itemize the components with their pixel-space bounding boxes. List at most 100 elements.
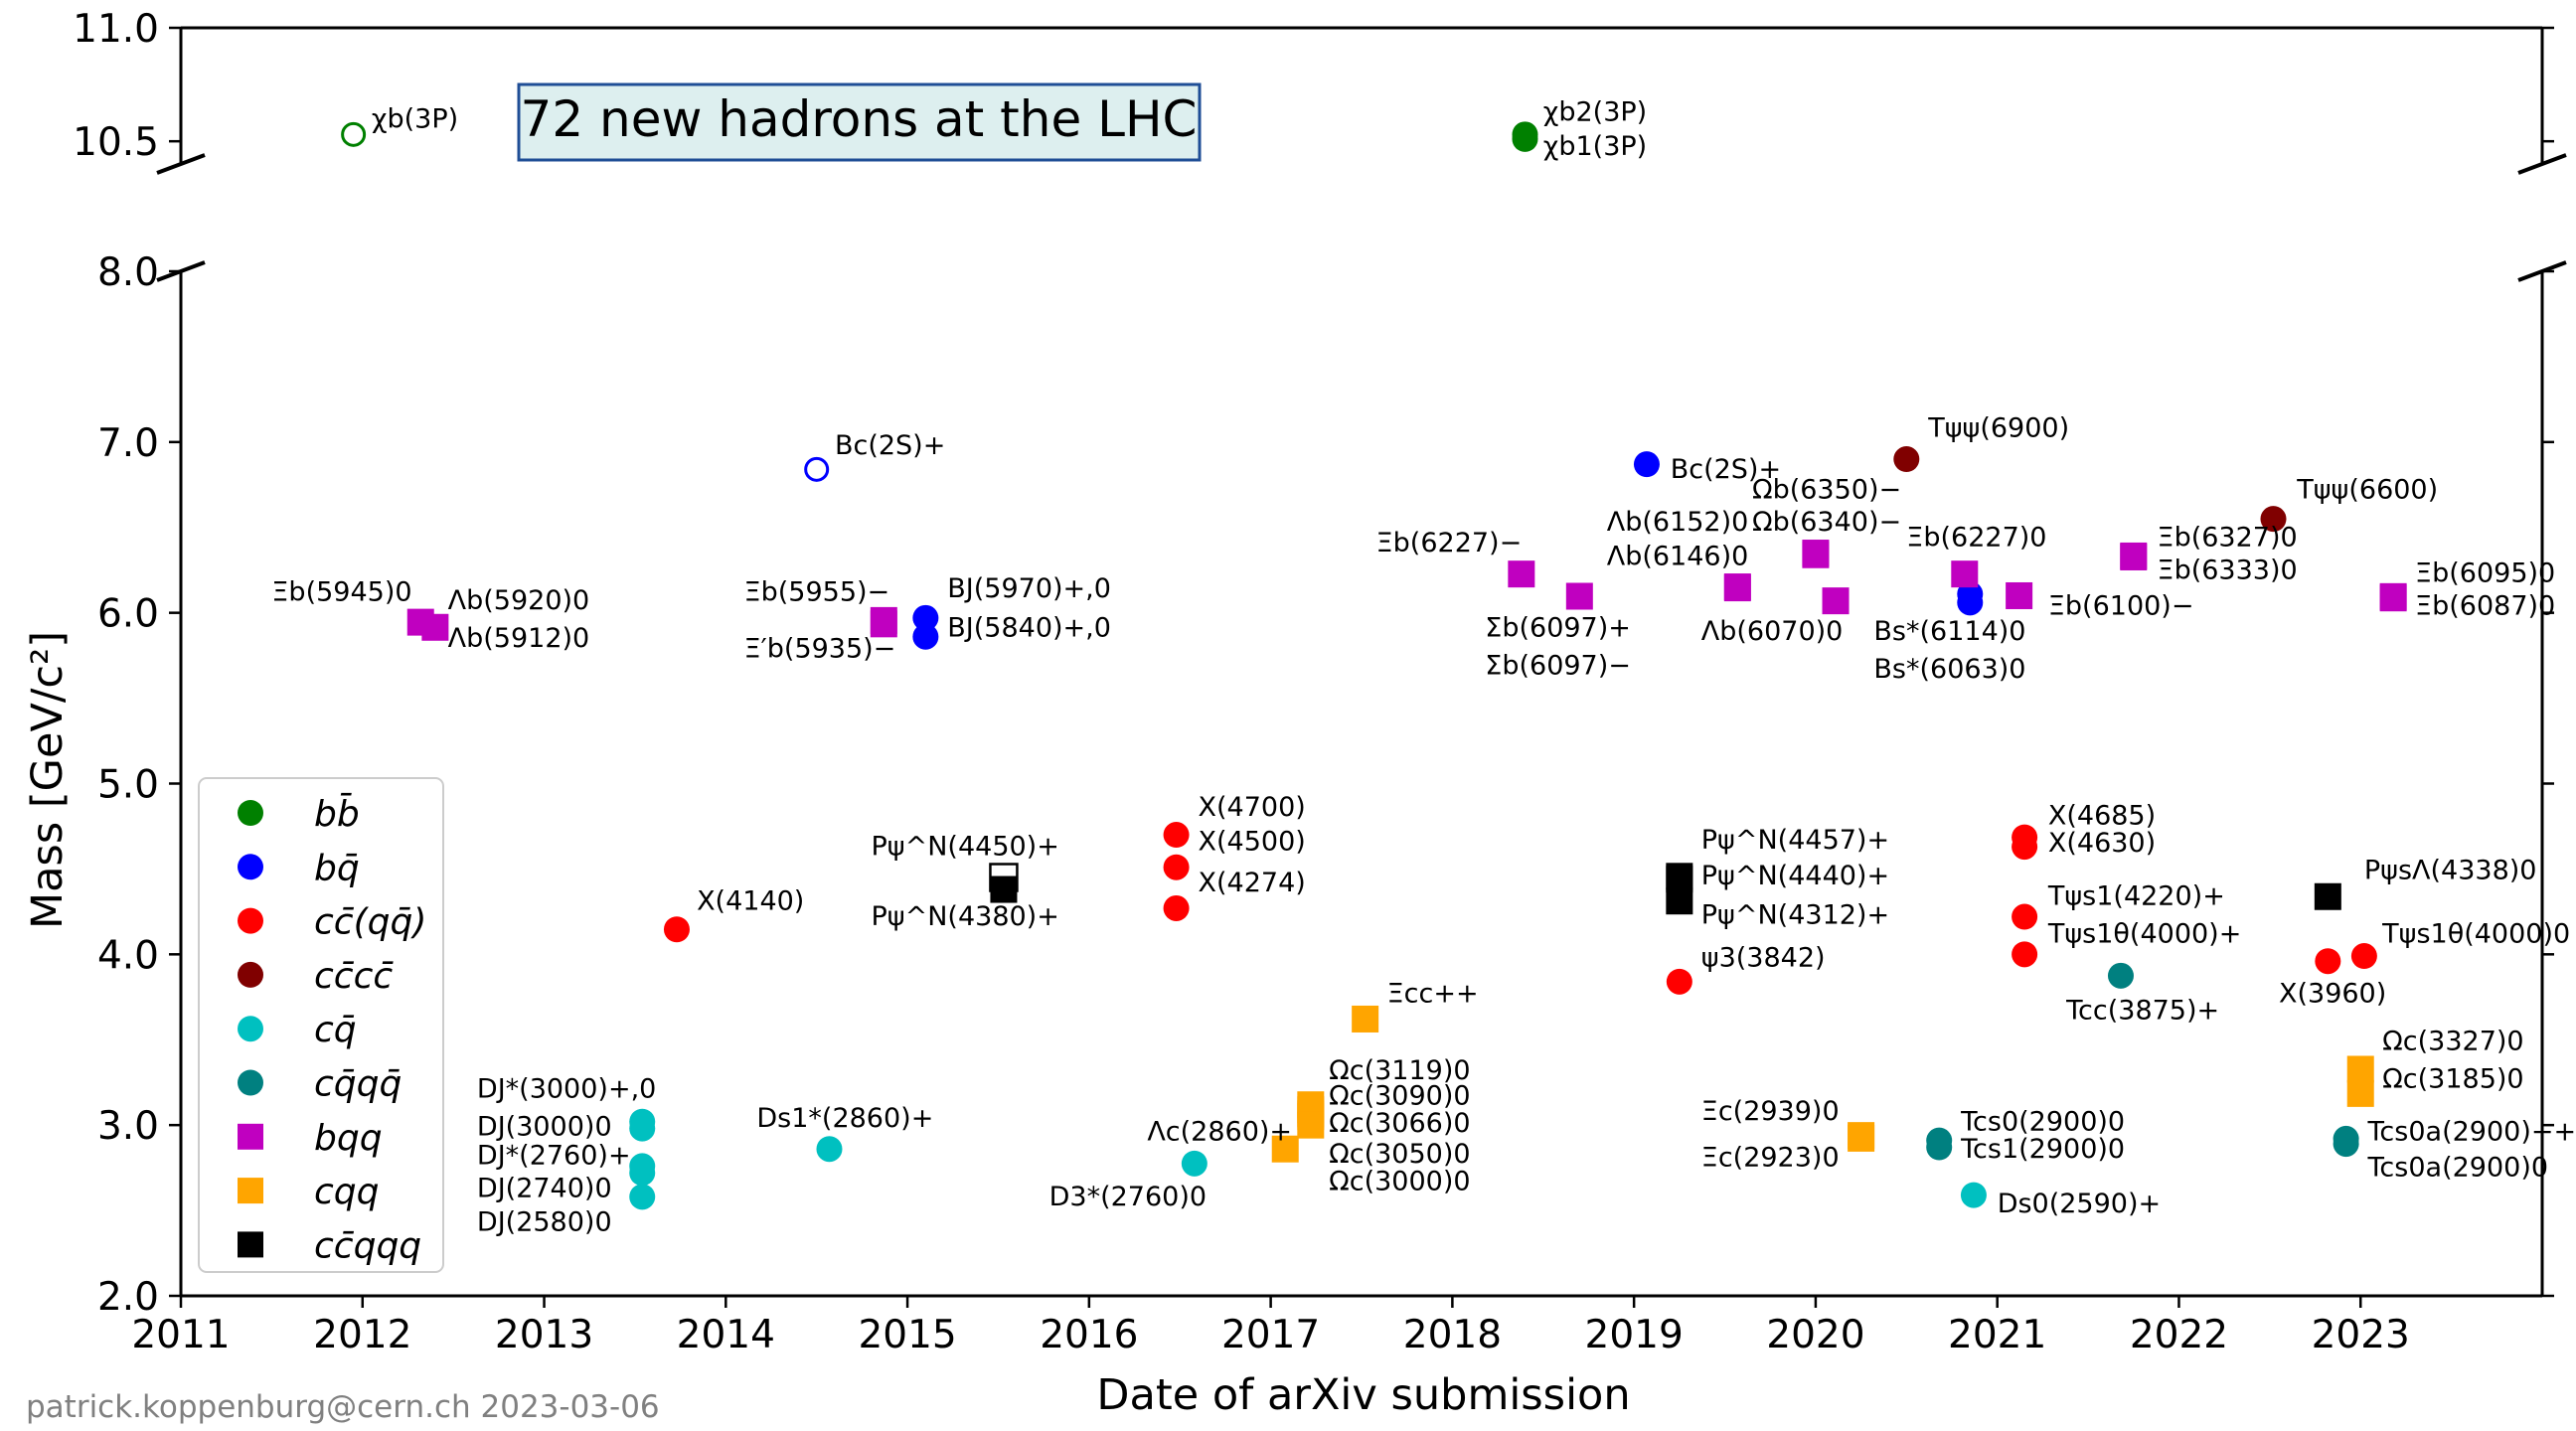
legend-marker <box>238 1178 263 1204</box>
point-label: Bc(2S)+ <box>835 430 945 461</box>
point-label: Ξ′b(5935)− <box>744 633 896 664</box>
point-label: Bc(2S)+ <box>1671 454 1781 485</box>
point-label: Ωc(3050)0 <box>1329 1139 1470 1170</box>
data-point-circle <box>1893 446 1920 473</box>
legend-label: cq̄ <box>314 1010 357 1050</box>
data-point-circle <box>629 1115 656 1142</box>
point-label: X(4700) <box>1199 792 1306 823</box>
legend-marker <box>238 1069 263 1096</box>
data-point-circle <box>2012 941 2038 968</box>
data-point-square <box>1271 1135 1299 1163</box>
point-label: Tcs0a(2900)0 <box>2367 1153 2549 1184</box>
data-point-circle <box>1163 854 1190 880</box>
data-point-circle <box>2012 834 2038 861</box>
point-label: χb1(3P) <box>1543 131 1647 162</box>
data-point-square <box>421 613 449 641</box>
data-point-circle <box>816 1136 843 1163</box>
point-label: Ξcc++ <box>1387 978 1479 1009</box>
point-label: DJ(3000)0 <box>477 1111 612 1142</box>
point-label: Pψ^N(4380)+ <box>872 901 1059 932</box>
x-axis-title: Date of arXiv submission <box>1096 1370 1630 1420</box>
legend-label: bq̄ <box>314 848 360 888</box>
data-point-square <box>870 610 897 638</box>
data-point-circle <box>2315 948 2341 975</box>
point-label: Ξb(6227)− <box>1376 528 1523 558</box>
point-label: BJ(5840)+,0 <box>947 613 1111 644</box>
point-label: Ξc(2923)0 <box>1701 1142 1840 1173</box>
data-point-square <box>2346 1055 2374 1083</box>
point-label: Ξb(6100)− <box>2048 590 2194 621</box>
point-label: Ωc(3185)0 <box>2382 1063 2523 1094</box>
y-tick-label: 8.0 <box>97 250 159 295</box>
data-point-square <box>1666 887 1693 915</box>
x-tick-label: 2014 <box>677 1313 775 1357</box>
point-label: Tψs1θ(4000)+ <box>2047 918 2241 949</box>
y-tick-label: 2.0 <box>97 1275 159 1320</box>
point-label: X(4630) <box>2048 828 2156 859</box>
title-box: 72 new hadrons at the LHC <box>517 82 1202 162</box>
legend-label: bb̄ <box>314 792 360 835</box>
legend-marker <box>238 854 263 880</box>
point-label: X(4685) <box>2048 801 2156 832</box>
point-label: Pψ^N(4440)+ <box>1701 861 1889 891</box>
point-label: ψ3(3842) <box>1701 942 1826 973</box>
legend-marker <box>238 961 263 988</box>
point-label: Ξb(6087)0 <box>2415 590 2555 621</box>
data-point-square <box>1723 574 1751 602</box>
point-label: Tψs1(4220)+ <box>2047 881 2225 912</box>
data-point-circle <box>629 1184 656 1210</box>
data-point-circle <box>1926 1134 1953 1161</box>
point-label: Tψψ(6600) <box>2296 475 2438 506</box>
data-point-circle <box>629 1160 656 1187</box>
x-tick-label: 2020 <box>1766 1313 1864 1357</box>
data-point-square <box>1508 560 1535 588</box>
point-label: Tcs0a(2900)++ <box>2367 1117 2576 1148</box>
point-label: Bs*(6114)0 <box>1873 616 2025 647</box>
y-tick-label: 10.5 <box>73 120 159 165</box>
y-tick-label: 3.0 <box>97 1104 159 1149</box>
chart-title: 72 new hadrons at the LHC <box>521 90 1198 148</box>
point-label: Tcc(3875)+ <box>2065 996 2219 1027</box>
legend-label: cqq <box>314 1172 380 1212</box>
point-label: Ωc(3327)0 <box>2382 1027 2523 1057</box>
credit-text: patrick.koppenburg@cern.ch 2023-03-06 <box>26 1389 660 1425</box>
data-point-circle <box>912 604 939 631</box>
point-label: Ξb(6327)0 <box>2158 523 2298 554</box>
point-label: DJ(2740)0 <box>477 1173 612 1203</box>
point-label: PψsΛ(4338)0 <box>2364 856 2537 886</box>
x-tick-label: 2013 <box>495 1313 593 1357</box>
x-tick-label: 2019 <box>1585 1313 1684 1357</box>
point-label: χb2(3P) <box>1543 97 1647 128</box>
point-label: Ξc(2939)0 <box>1701 1096 1840 1127</box>
legend-marker <box>238 1123 263 1150</box>
data-point-square <box>2314 882 2341 910</box>
axes: 2011 2012 2013 2014 2015 2016 2017 2018 2019 2020… <box>23 7 2567 1357</box>
point-label: Λb(6146)0 <box>1607 542 1749 572</box>
data-point-square <box>2346 1079 2374 1107</box>
legend-marker <box>238 907 263 934</box>
point-label: X(4500) <box>1199 827 1306 858</box>
point-label: DJ*(2760)+ <box>477 1141 631 1172</box>
data-point-square <box>2006 581 2033 609</box>
legend-label: cc̄(qq̄) <box>314 902 426 943</box>
legend-label: cc̄qqq <box>314 1225 421 1266</box>
point-label: Σb(6097)+ <box>1485 613 1631 644</box>
data-point-circle <box>1163 822 1190 849</box>
point-label: Ξb(6095)0 <box>2415 558 2555 589</box>
point-label: D3*(2760)0 <box>1049 1182 1207 1212</box>
point-label: Λb(5912)0 <box>448 623 590 654</box>
y-tick-label: 11.0 <box>73 7 159 52</box>
legend-label: bqq <box>314 1118 383 1159</box>
data-point-square <box>1822 587 1850 615</box>
point-label: Ωb(6350)− <box>1752 475 1901 506</box>
point-label: Ωb(6340)− <box>1752 507 1901 538</box>
point-label: Tcs1(2900)0 <box>1960 1134 2125 1165</box>
y-axis-title: Mass [GeV/c²] <box>23 631 73 929</box>
data-point-square <box>2379 584 2407 612</box>
legend-marker <box>238 1016 263 1042</box>
point-label: Ωc(3066)0 <box>1329 1108 1470 1139</box>
data-point-circle <box>1633 451 1660 478</box>
point-label: Λb(6152)0 <box>1607 507 1749 538</box>
point-label: Σb(6097)− <box>1485 651 1631 682</box>
x-tick-label: 2012 <box>313 1313 411 1357</box>
